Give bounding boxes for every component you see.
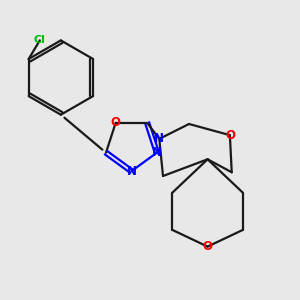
Text: O: O: [111, 116, 121, 129]
Text: O: O: [202, 240, 213, 253]
Text: N: N: [126, 165, 136, 178]
Text: N: N: [154, 132, 164, 146]
Text: N: N: [152, 146, 162, 159]
Text: Cl: Cl: [34, 35, 46, 45]
Text: O: O: [225, 129, 235, 142]
